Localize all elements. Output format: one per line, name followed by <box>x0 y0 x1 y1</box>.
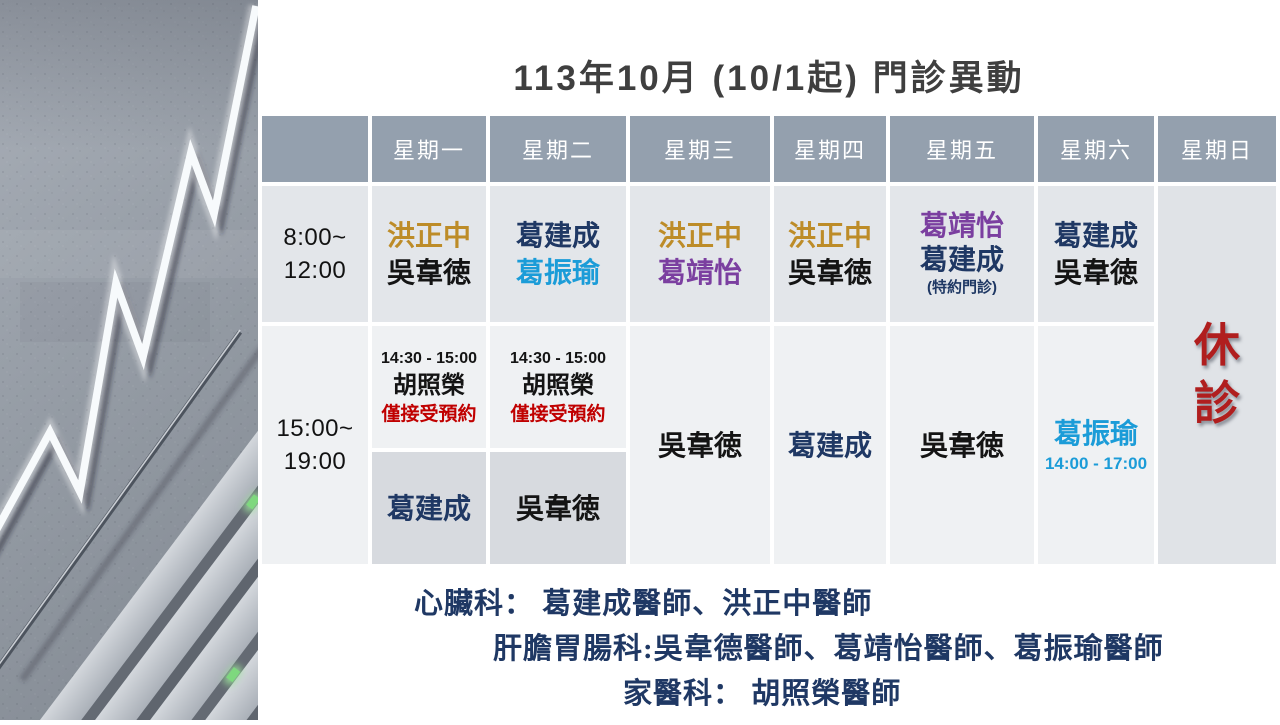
time-slot-afternoon: 15:00~ 19:00 <box>262 326 368 564</box>
header-friday: 星期五 <box>890 116 1034 182</box>
green-step-lights-icon <box>222 491 263 687</box>
schedule-cell-wed-pm: 吳韋徳 <box>630 326 770 564</box>
schedule-cell-fri-am: 葛靖怡 葛建成 (特約門診) <box>890 186 1034 322</box>
schedule-cell-thu-pm: 葛建成 <box>774 326 886 564</box>
schedule-cell-mon-pm-late: 葛建成 <box>372 452 486 564</box>
clinic-schedule-table: 星期一 星期二 星期三 星期四 星期五 星期六 星期日 8:00~ 12:00 … <box>258 112 1280 568</box>
department-notes: 心臟科： 葛建成醫師、洪正中醫師 肝膽胃腸科:吳韋德醫師、葛靖怡醫師、葛振瑜醫師… <box>258 582 1280 717</box>
note-family-medicine: 家醫科： 胡照榮醫師 <box>623 678 902 710</box>
schedule-cell-mon-am: 洪正中 吳韋徳 <box>372 186 486 322</box>
schedule-cell-sat-pm: 葛振瑜 14:00 - 17:00 <box>1038 326 1154 564</box>
schedule-cell-tue-pm-late: 吳韋徳 <box>490 452 626 564</box>
schedule-cell-fri-pm: 吳韋徳 <box>890 326 1034 564</box>
note-cardiology: 心臟科： 葛建成醫師、洪正中醫師 <box>414 588 873 620</box>
schedule-cell-tue-am: 葛建成 葛振瑜 <box>490 186 626 322</box>
time-slot-morning: 8:00~ 12:00 <box>262 186 368 322</box>
header-saturday: 星期六 <box>1038 116 1154 182</box>
header-tuesday: 星期二 <box>490 116 626 182</box>
stairs-photo-graphic <box>0 0 528 725</box>
corner-cell <box>262 116 368 182</box>
schedule-cell-thu-am: 洪正中 吳韋徳 <box>774 186 886 322</box>
header-wednesday: 星期三 <box>630 116 770 182</box>
handrail <box>0 329 265 683</box>
header-sunday: 星期日 <box>1158 116 1276 182</box>
schedule-cell-tue-pm-early: 14:30 - 15:00 胡照榮 僅接受預約 <box>490 326 626 448</box>
schedule-cell-sat-am: 葛建成 吳韋徳 <box>1038 186 1154 322</box>
header-thursday: 星期四 <box>774 116 886 182</box>
header-monday: 星期一 <box>372 116 486 182</box>
afternoon-row-lower: 葛建成 吳韋徳 <box>262 452 1276 564</box>
weekday-header-row: 星期一 星期二 星期三 星期四 星期五 星期六 星期日 <box>262 116 1276 182</box>
schedule-cell-sun-closed: 休 診 <box>1158 186 1276 564</box>
afternoon-row-upper: 15:00~ 19:00 14:30 - 15:00 胡照榮 僅接受預約 14:… <box>262 326 1276 564</box>
note-gastroenterology: 肝膽胃腸科:吳韋德醫師、葛靖怡醫師、葛振瑜醫師 <box>493 633 1164 665</box>
schedule-cell-mon-pm-early: 14:30 - 15:00 胡照榮 僅接受預約 <box>372 326 486 448</box>
morning-row: 8:00~ 12:00 洪正中 吳韋徳 葛建成 葛振瑜 洪正中 葛靖怡 洪正中 … <box>262 186 1276 564</box>
stairs-photo <box>0 0 528 725</box>
growth-arrow-icon <box>0 4 267 553</box>
page-title: 113年10月 (10/1起) 門診異動 <box>513 59 1025 98</box>
schedule-cell-wed-am: 洪正中 葛靖怡 <box>630 186 770 322</box>
